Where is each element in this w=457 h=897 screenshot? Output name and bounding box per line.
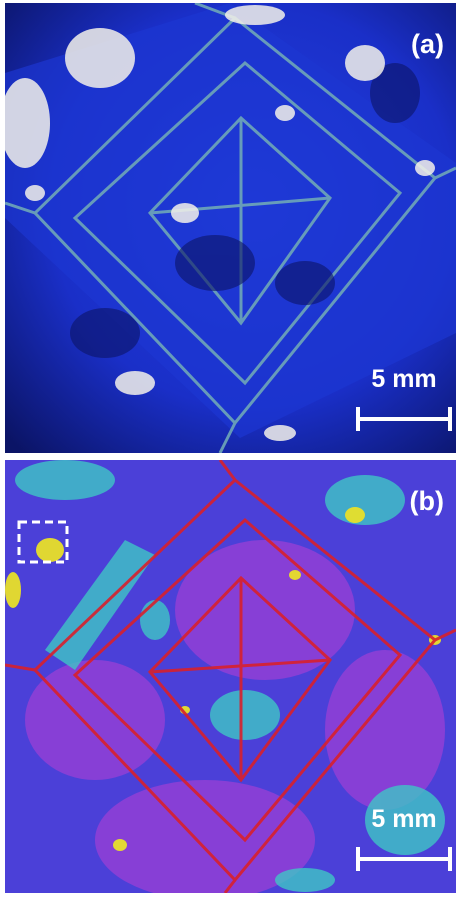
scale-cap-right-b <box>448 847 452 871</box>
scale-line-a <box>356 417 452 421</box>
scale-cap-left-a <box>356 407 360 431</box>
photo-a-image <box>5 3 456 453</box>
panel-label-b: (b) <box>409 486 444 516</box>
scale-cap-left-b <box>356 847 360 871</box>
map-panel-b: (b) 5 mm <box>5 460 456 893</box>
scale-cap-right-a <box>448 407 452 431</box>
photo-panel-a: (a) 5 mm <box>5 3 456 453</box>
inset-box <box>17 520 69 564</box>
scale-text-b: 5 mm <box>371 805 437 833</box>
scale-line-b <box>356 857 452 861</box>
map-b-image <box>5 460 456 893</box>
panel-label-a: (a) <box>411 29 444 59</box>
scale-text-a: 5 mm <box>371 365 437 393</box>
scale-bar-a: 5 mm <box>356 365 452 435</box>
scale-bar-b: 5 mm <box>356 805 452 875</box>
